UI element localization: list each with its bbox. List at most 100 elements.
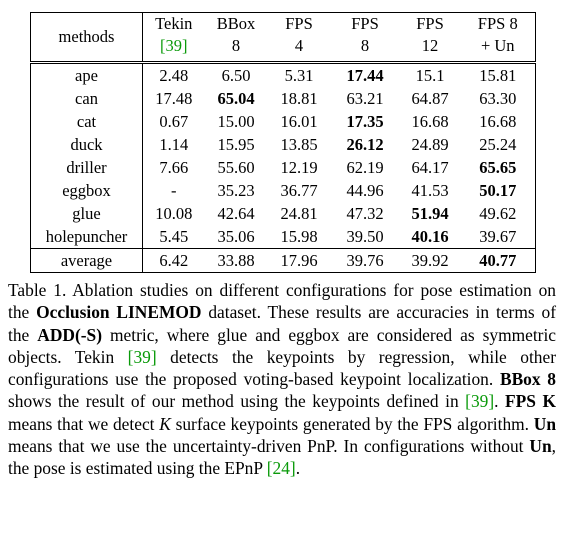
value-cell: 49.62 [479,204,517,223]
value-cell: 50.17 [479,181,517,200]
value-cell: 16.68 [479,112,517,131]
caption-text: FPS K [505,391,556,412]
row-label: duck [30,133,143,156]
table-body: ape 2.48 6.50 5.31 17.44 15.1 15.81 can 17.48 65.… [30,62,536,273]
value-cell: - [171,181,177,200]
value-cell: 25.24 [479,135,517,154]
header-line: FPS 8 [477,14,518,33]
header-line: 8 [231,36,241,55]
caption-text: Table 1. Ablation studies on different c… [8,280,556,323]
value-cell: 35.06 [217,227,255,246]
caption-text: Un [529,436,552,457]
header-line: methods [58,27,115,46]
header-row: methods Tekin [39] BBox 8 FPS 4 FPS 8 FPS 12 FPS 8 +… [30,12,536,64]
header-line: + Un [480,36,515,55]
value-cell: 36.77 [280,181,318,200]
table-row: duck 1.14 15.95 13.85 26.12 24.89 25.24 [30,133,536,156]
value-cell: 51.94 [411,204,449,223]
value-cell: 5.45 [159,227,189,246]
caption-text: ADD(-S) [37,324,102,345]
table-row: cat 0.67 15.00 16.01 17.35 16.68 16.68 [30,110,536,133]
header-cell: FPS 8 + Un [460,12,536,64]
row-label: average [30,248,143,273]
row-label: holepuncher [30,225,143,249]
value-cell: 10.08 [155,204,193,223]
value-cell: 35.23 [217,181,255,200]
header-cell: Tekin [39] [142,12,205,64]
table-row: glue 10.08 42.64 24.81 47.32 51.94 49.62 [30,202,536,225]
caption-text: K [159,413,171,434]
value-cell: 16.68 [411,112,449,131]
value-cell: 17.35 [346,112,384,131]
header-line: FPS [351,14,379,33]
header-line: FPS [285,14,313,33]
caption-text: , the pose is estimated using the EPnP [8,436,556,479]
caption-text: metric, where glue and eggbox are consid… [8,324,557,367]
caption-text: means that we detect [8,413,160,434]
value-cell: 1.14 [159,135,189,154]
row-label: cat [30,110,143,133]
caption-text: . [494,391,506,412]
value-cell: 42.64 [217,204,255,223]
table-row: average 6.42 33.88 17.96 39.76 39.92 40.77 [30,248,536,273]
table-row: eggbox - 35.23 36.77 44.96 41.53 50.17 [30,179,536,202]
value-cell: 39.50 [346,227,384,246]
header-line: 8 [360,36,370,55]
caption-text: means that we use the uncertainty-driven… [8,436,530,457]
value-cell: 12.19 [280,158,318,177]
header-cell: FPS 4 [267,12,331,64]
caption-text: . [295,458,301,479]
row-label: glue [30,202,143,225]
value-cell: 6.50 [221,66,251,85]
header-cell: methods [30,12,143,64]
caption-text: BBox 8 [499,369,556,390]
results-table: methods Tekin [39] BBox 8 FPS 4 FPS 8 FPS 12 FPS 8 +… [30,12,536,273]
value-cell: 63.30 [479,89,517,108]
header-line: [39] [160,36,188,55]
caption-text: dataset. These results are accuracies in… [8,302,556,345]
value-cell: 40.77 [460,248,536,273]
value-cell: 5.31 [284,66,314,85]
value-cell: 17.96 [267,248,331,273]
value-cell: 55.60 [217,158,255,177]
value-cell: 15.1 [415,66,445,85]
header-line: 4 [294,36,304,55]
header-line: 12 [421,36,439,55]
header-cell: FPS 12 [399,12,461,64]
value-cell: 24.81 [280,204,318,223]
value-cell: 39.76 [330,248,400,273]
table-row: ape 2.48 6.50 5.31 17.44 15.1 15.81 [30,62,536,87]
value-cell: 6.42 [142,248,205,273]
value-cell: 15.81 [479,66,517,85]
value-cell: 15.95 [217,135,255,154]
value-cell: 41.53 [411,181,449,200]
value-cell: 13.85 [280,135,318,154]
value-cell: 62.19 [346,158,384,177]
table-header: methods Tekin [39] BBox 8 FPS 4 FPS 8 FPS 12 FPS 8 +… [30,12,536,64]
value-cell: 47.32 [346,204,384,223]
header-cell: BBox 8 [204,12,268,64]
caption-text: surface keypoints generated by the FPS a… [170,413,534,434]
table-row: holepuncher 5.45 35.06 15.98 39.50 40.16 39.67 [30,225,536,249]
value-cell: 2.48 [159,66,189,85]
value-cell: 39.67 [479,227,517,246]
caption-text: shows the result of our method using the… [8,391,466,412]
caption-text: [39] [465,391,495,412]
header-cell: FPS 8 [330,12,400,64]
value-cell: 18.81 [280,89,318,108]
value-cell: 26.12 [346,135,384,154]
caption-text: Occlusion LINEMOD [36,302,202,323]
value-cell: 33.88 [204,248,268,273]
value-cell: 17.48 [155,89,193,108]
caption: Table 1. Ablation studies on different c… [8,279,556,480]
value-cell: 17.44 [346,66,384,85]
value-cell: 39.92 [399,248,461,273]
value-cell: 63.21 [346,89,384,108]
header-line: FPS [416,14,444,33]
table-row: can 17.48 65.04 18.81 63.21 64.87 63.30 [30,87,536,110]
value-cell: 44.96 [346,181,384,200]
value-cell: 24.89 [411,135,449,154]
caption-text: detects the keypoints by regression, whi… [8,346,556,390]
value-cell: 65.04 [217,89,255,108]
